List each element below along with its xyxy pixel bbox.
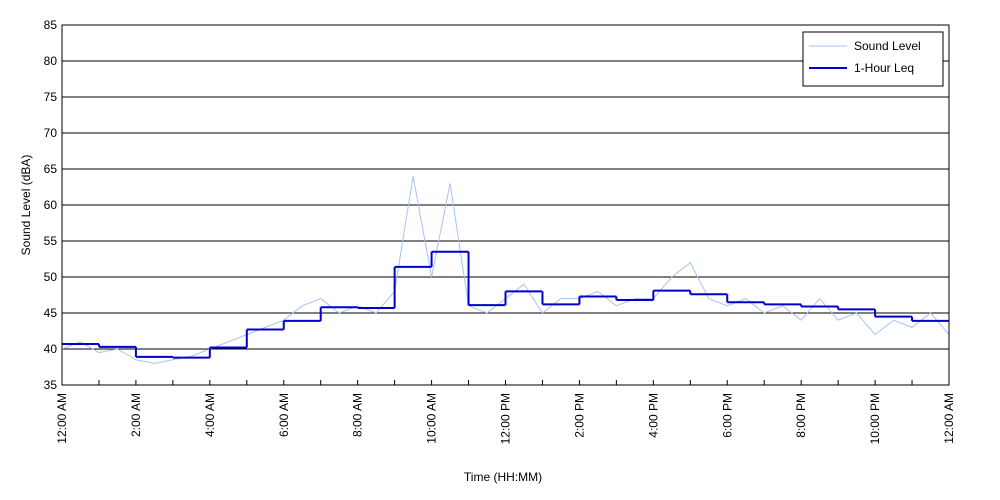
y-tick-label: 35 xyxy=(44,378,58,392)
x-tick-label: 10:00 AM xyxy=(425,393,439,444)
legend-label: 1-Hour Leq xyxy=(854,61,914,75)
x-tick-label: 6:00 PM xyxy=(720,393,734,438)
x-tick-label: 2:00 AM xyxy=(129,393,143,437)
y-tick-label: 55 xyxy=(44,234,58,248)
legend-box xyxy=(802,31,944,87)
y-tick-label: 70 xyxy=(44,126,58,140)
x-tick-label: 12:00 PM xyxy=(499,393,513,444)
y-tick-label: 50 xyxy=(44,270,58,284)
y-tick-label: 85 xyxy=(44,18,58,32)
x-tick-label: 8:00 PM xyxy=(794,393,808,438)
x-tick-label: 8:00 AM xyxy=(351,393,365,437)
x-tick-label: 4:00 PM xyxy=(646,393,660,438)
x-tick-label: 10:00 PM xyxy=(868,393,882,444)
legend-label: Sound Level xyxy=(854,39,921,53)
x-tick-label: 4:00 AM xyxy=(203,393,217,437)
x-tick-label: 6:00 AM xyxy=(277,393,291,437)
y-tick-label: 75 xyxy=(44,90,58,104)
x-tick-label: 12:00 AM xyxy=(55,393,69,444)
y-axis-label: Sound Level (dBA) xyxy=(19,155,33,256)
plot-frame xyxy=(61,24,950,386)
y-tick-label: 60 xyxy=(44,198,58,212)
x-axis-label: Time (HH:MM) xyxy=(464,470,542,484)
sound-level-line xyxy=(61,176,950,364)
x-tick-label: 12:00 AM xyxy=(942,393,956,444)
y-tick-label: 65 xyxy=(44,162,58,176)
x-tick-label: 2:00 PM xyxy=(572,393,586,438)
y-tick-label: 45 xyxy=(44,306,58,320)
y-tick-label: 80 xyxy=(44,54,58,68)
y-tick-label: 40 xyxy=(44,342,58,356)
